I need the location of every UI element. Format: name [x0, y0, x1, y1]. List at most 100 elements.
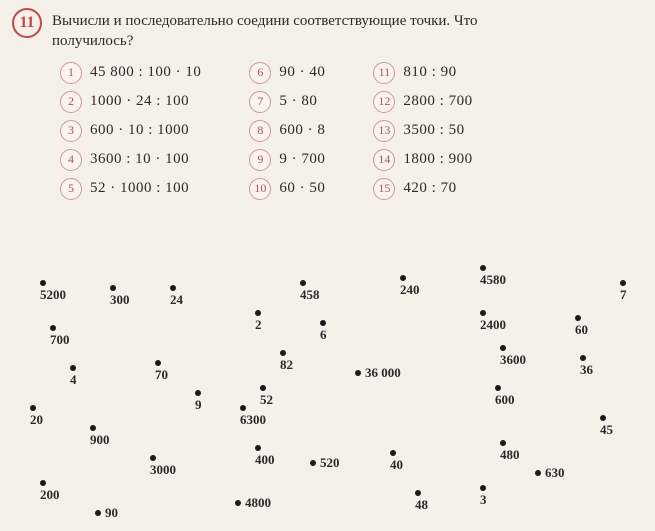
problem-number-badge: 3: [60, 120, 82, 142]
dot-icon: [170, 285, 176, 291]
dot-label: 24: [170, 292, 183, 308]
dot-label: 520: [320, 455, 340, 471]
task-number-badge: 11: [12, 8, 42, 38]
dot-label: 630: [545, 465, 565, 481]
dot-label: 3600: [500, 352, 526, 368]
dot-label: 600: [495, 392, 515, 408]
dot-icon: [575, 315, 581, 321]
problem-number-badge: 8: [249, 120, 271, 142]
dot-label: 700: [50, 332, 70, 348]
problem-number-badge: 5: [60, 178, 82, 200]
dot-point: 400: [255, 445, 275, 468]
problem-item: 141800 : 900: [373, 149, 472, 171]
problem-number-badge: 10: [249, 178, 271, 200]
dot-label: 90: [105, 505, 118, 521]
task-line1: Вычисли и последовательно соедини соотве…: [52, 13, 478, 29]
dot-point: 82: [280, 350, 293, 373]
dot-point: 48: [415, 490, 428, 513]
dot-point: 5200: [40, 280, 66, 303]
dot-icon: [480, 485, 486, 491]
problem-item: 75 · 80: [249, 91, 325, 113]
dot-point: 4800: [235, 495, 271, 511]
dot-label: 40: [390, 457, 403, 473]
dot-label: 9: [195, 397, 202, 413]
problem-number-badge: 2: [60, 91, 82, 113]
dot-icon: [255, 310, 261, 316]
problem-expression: 2800 : 700: [403, 93, 472, 110]
dot-label: 240: [400, 282, 420, 298]
problem-expression: 420 : 70: [403, 180, 456, 197]
dot-label: 3000: [150, 462, 176, 478]
dot-point: 2: [255, 310, 262, 333]
dot-label: 458: [300, 287, 320, 303]
problem-number-badge: 12: [373, 91, 395, 113]
problem-item: 99 · 700: [249, 149, 325, 171]
dot-label: 300: [110, 292, 130, 308]
dot-icon: [495, 385, 501, 391]
dot-point: 300: [110, 285, 130, 308]
dot-label: 6: [320, 327, 327, 343]
dot-label: 36 000: [365, 365, 401, 381]
dot-label: 20: [30, 412, 43, 428]
dot-label: 60: [575, 322, 588, 338]
dot-point: 7: [620, 280, 627, 303]
dot-icon: [390, 450, 396, 456]
dot-icon: [580, 355, 586, 361]
task-line2: получилось?: [52, 33, 133, 49]
dot-label: 82: [280, 357, 293, 373]
dot-icon: [480, 265, 486, 271]
dot-icon: [260, 385, 266, 391]
dot-point: 9: [195, 390, 202, 413]
dot-point: 20: [30, 405, 43, 428]
dot-icon: [535, 470, 541, 476]
dot-icon: [320, 320, 326, 326]
dot-icon: [95, 510, 101, 516]
dot-point: 40: [390, 450, 403, 473]
dot-point: 6300: [240, 405, 266, 428]
dot-point: 60: [575, 315, 588, 338]
dot-point: 4: [70, 365, 77, 388]
connect-dots-area: 52003002445824045807700262400604708236 0…: [0, 255, 655, 531]
problem-item: 5 52 · 1000 : 100: [60, 178, 201, 200]
dot-icon: [415, 490, 421, 496]
dot-point: 3600: [500, 345, 526, 368]
problem-expression: 600 · 10 : 1000: [90, 122, 189, 139]
problem-number-badge: 1: [60, 62, 82, 84]
dot-icon: [110, 285, 116, 291]
dot-icon: [280, 350, 286, 356]
dot-icon: [150, 455, 156, 461]
dot-icon: [155, 360, 161, 366]
problem-expression: 52 · 1000 : 100: [90, 180, 189, 197]
task-instruction: Вычисли и последовательно соедини соотве…: [52, 8, 478, 52]
dot-label: 48: [415, 497, 428, 513]
problem-expression: 600 · 8: [279, 122, 325, 139]
dot-icon: [240, 405, 246, 411]
problem-item: 11810 : 90: [373, 62, 472, 84]
dot-point: 700: [50, 325, 70, 348]
problem-expression: 9 · 700: [279, 151, 325, 168]
dot-icon: [30, 405, 36, 411]
dot-point: 200: [40, 480, 60, 503]
problem-expression: 1000 · 24 : 100: [90, 93, 189, 110]
dot-icon: [40, 280, 46, 286]
problems-column-1: 1 45 800 : 100 · 10 2 1000 · 24 : 100 3 600 ·…: [60, 62, 201, 200]
dot-label: 4: [70, 372, 77, 388]
problems-column-2: 690 · 4075 · 808600 · 899 · 7001060 · 50: [249, 62, 325, 200]
dot-point: 6: [320, 320, 327, 343]
dot-icon: [40, 480, 46, 486]
problems-grid: 1 45 800 : 100 · 10 2 1000 · 24 : 100 3 600 ·…: [0, 52, 655, 200]
problem-expression: 3600 : 10 · 100: [90, 151, 189, 168]
problem-item: 2 1000 · 24 : 100: [60, 91, 201, 113]
problem-number-badge: 6: [249, 62, 271, 84]
dot-point: 45: [600, 415, 613, 438]
dot-label: 4800: [245, 495, 271, 511]
dot-label: 7: [620, 287, 627, 303]
problem-item: 12 2800 : 700: [373, 91, 472, 113]
dot-point: 3: [480, 485, 487, 508]
dot-point: 2400: [480, 310, 506, 333]
dot-point: 520: [310, 455, 340, 471]
problem-item: 1 45 800 : 100 · 10: [60, 62, 201, 84]
problem-expression: 810 : 90: [403, 64, 456, 81]
problem-expression: 45 800 : 100 · 10: [90, 64, 201, 81]
dot-label: 2: [255, 317, 262, 333]
